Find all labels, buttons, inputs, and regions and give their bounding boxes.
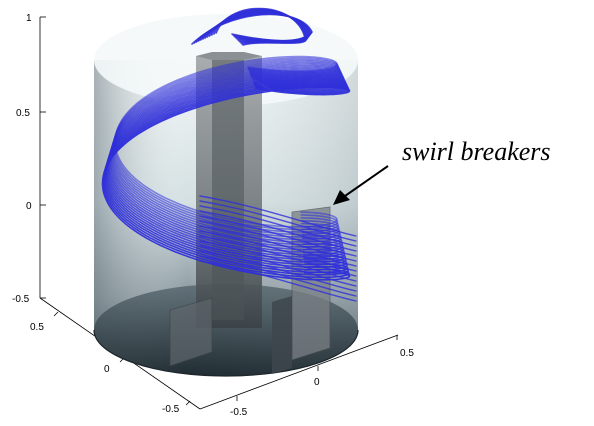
y-tick-label: 0.5 xyxy=(400,348,414,359)
baffle-front-right xyxy=(272,296,292,374)
axis-frame xyxy=(39,16,399,410)
annotation-arrow-line xyxy=(344,165,389,197)
streamline-trace xyxy=(199,250,357,292)
y-tick-label: -0.5 xyxy=(230,407,248,418)
streamline-trace xyxy=(199,215,357,257)
z-tick-label: 1 xyxy=(26,13,32,24)
z-tick-labels: 1 0.5 0 -0.5 xyxy=(12,13,32,305)
streamline-trace xyxy=(199,255,357,297)
streamlines xyxy=(101,7,357,302)
swirl-breakers-annotation: swirl breakers xyxy=(333,137,551,205)
x-tick-label: -0.5 xyxy=(162,404,180,415)
streamline-trace xyxy=(199,200,357,242)
z-tick-label: 0.5 xyxy=(16,108,30,119)
y-axis-line xyxy=(199,334,399,410)
z-tick-label: 0 xyxy=(26,201,32,212)
streamline-trace xyxy=(199,210,357,252)
streamline-trace xyxy=(199,245,357,287)
streamline-trace xyxy=(199,195,357,237)
y-tick-labels: -0.5 0 0.5 xyxy=(230,348,414,418)
baffle-front-left xyxy=(169,297,213,367)
streamline-trace xyxy=(199,205,357,247)
streamline-trace xyxy=(215,7,307,46)
z-tick-label: -0.5 xyxy=(12,294,30,305)
streamline-trace xyxy=(199,235,357,277)
annotation-arrowhead xyxy=(333,190,350,205)
streamline-trace xyxy=(199,230,357,272)
streamline-trace xyxy=(199,220,357,262)
streamline-trace xyxy=(199,225,357,267)
x-tick-label: 0.5 xyxy=(30,322,44,333)
y-tick-label: 0 xyxy=(314,377,320,388)
streamline-trace xyxy=(199,260,357,302)
streamline-trace xyxy=(199,240,357,282)
x-tick-label: 0 xyxy=(104,364,110,375)
annotation-label: swirl breakers xyxy=(402,137,551,166)
x-tick-labels: 0.5 0 -0.5 xyxy=(30,322,180,415)
